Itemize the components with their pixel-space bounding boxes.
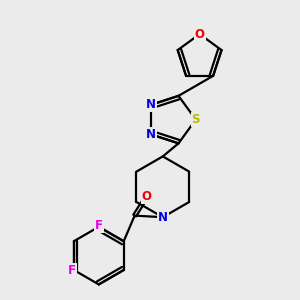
Text: F: F [68,263,76,277]
Text: N: N [146,98,156,111]
Text: N: N [146,128,156,141]
Text: O: O [195,28,205,40]
Text: O: O [142,190,152,203]
Text: F: F [95,219,103,232]
Text: S: S [191,113,200,126]
Text: N: N [158,211,168,224]
